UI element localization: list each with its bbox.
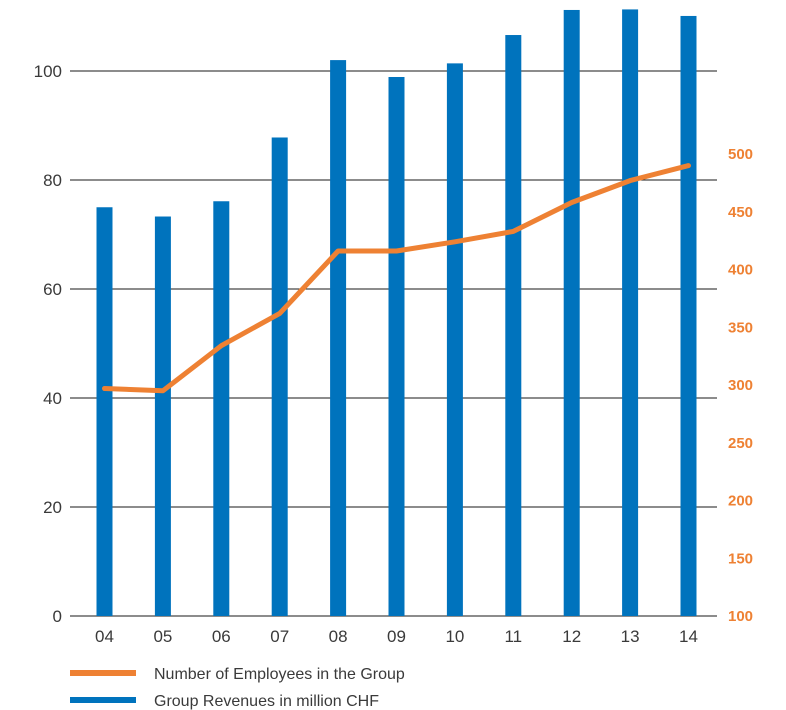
x-tick-label: 07 — [270, 627, 289, 646]
x-axis-ticks: 04 05 06 07 08 09 10 11 12 13 14 — [95, 627, 698, 646]
x-tick-label: 05 — [153, 627, 172, 646]
bar-12 — [563, 9, 580, 616]
bar-09 — [388, 76, 405, 617]
legend-swatch-revenues — [70, 697, 136, 703]
right-tick-label: 300 — [728, 377, 753, 394]
bar-14 — [680, 15, 697, 616]
left-tick-label: 20 — [43, 498, 62, 517]
right-tick-label: 100 — [728, 608, 753, 625]
x-tick-label: 13 — [621, 627, 640, 646]
left-tick-label: 80 — [43, 171, 62, 190]
right-tick-label: 150 — [728, 550, 753, 567]
bar-05 — [154, 216, 171, 616]
bar-13 — [622, 9, 639, 617]
x-tick-label: 09 — [387, 627, 406, 646]
legend-label-revenues: Group Revenues in million CHF — [154, 693, 379, 710]
right-tick-label: 350 — [728, 319, 753, 336]
right-axis-ticks: 100 150 200 250 300 350 400 450 500 — [728, 146, 753, 625]
left-tick-label: 0 — [53, 607, 62, 626]
bar-10 — [446, 63, 463, 617]
bar-11 — [505, 35, 522, 616]
legend: Number of Employees in the Group Group R… — [70, 666, 405, 710]
legend-swatch-employees — [70, 670, 136, 676]
right-tick-label: 500 — [728, 146, 753, 163]
bar-04 — [96, 207, 113, 616]
left-tick-label: 40 — [43, 389, 62, 408]
right-tick-label: 450 — [728, 204, 753, 221]
right-tick-label: 200 — [728, 493, 753, 510]
bar-07 — [271, 137, 288, 617]
right-tick-label: 400 — [728, 262, 753, 279]
left-tick-label: 60 — [43, 280, 62, 299]
x-tick-label: 04 — [95, 627, 114, 646]
x-tick-label: 11 — [504, 627, 522, 646]
x-tick-label: 08 — [329, 627, 348, 646]
bar-06 — [213, 201, 230, 616]
x-tick-label: 12 — [562, 627, 581, 646]
bar-08 — [330, 60, 347, 617]
legend-label-employees: Number of Employees in the Group — [154, 666, 405, 683]
x-tick-label: 14 — [679, 627, 698, 646]
x-tick-label: 06 — [212, 627, 231, 646]
x-tick-label: 10 — [445, 627, 464, 646]
right-tick-label: 250 — [728, 435, 753, 452]
employees-line — [102, 163, 691, 394]
left-axis-ticks: 0 20 40 60 80 100 — [34, 62, 62, 626]
revenue-bars — [96, 9, 697, 617]
left-tick-label: 100 — [34, 62, 62, 81]
